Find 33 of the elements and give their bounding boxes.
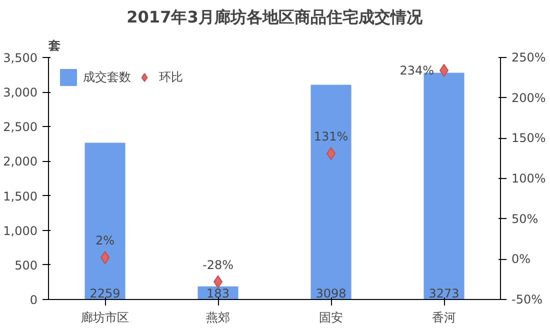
y2-tick-label: 50% [512,212,538,226]
x-tick-label: 廊坊市区 [81,310,129,324]
data-label: 131% [314,129,348,144]
y2-tick-label: 0% [512,252,531,266]
y2-tick-label: 250% [512,50,546,64]
legend-label: 环比 [159,68,183,86]
data-label: 183 [206,286,230,300]
data-label: -28% [202,258,234,272]
chart-title: 2017年3月廊坊各地区商品住宅成交情况 [126,8,424,26]
y-tick-label: 2,000 [3,154,38,169]
y-tick-label: 1,500 [3,189,38,204]
bar [310,84,352,300]
data-label: 2% [95,234,115,248]
x-tick-label: 燕郊 [206,310,230,324]
y-tick-label: 0 [30,293,38,307]
y2-tick-label: 200% [512,90,546,105]
y-tick-label: 1,000 [3,224,38,238]
y-tick-label: 3,500 [3,51,38,65]
data-label: 3273 [428,286,460,300]
y-tick-label: 2,500 [3,120,38,134]
y-axis-title: 套 [48,38,60,52]
y2-tick-label: 100% [512,172,546,186]
y-tick-label: 3,000 [3,86,38,100]
y-tick-label: 500 [14,258,38,272]
x-tick-label: 固安 [319,310,343,324]
y2-tick-label: 150% [512,131,546,146]
data-label: 2259 [90,286,120,300]
bar [84,142,126,300]
data-label: 3098 [316,286,346,300]
y2-tick-label: -50% [512,292,543,306]
legend-label: 成交套数 [83,68,131,86]
data-label: 234% [400,63,434,78]
x-tick-label: 香河 [432,310,456,324]
